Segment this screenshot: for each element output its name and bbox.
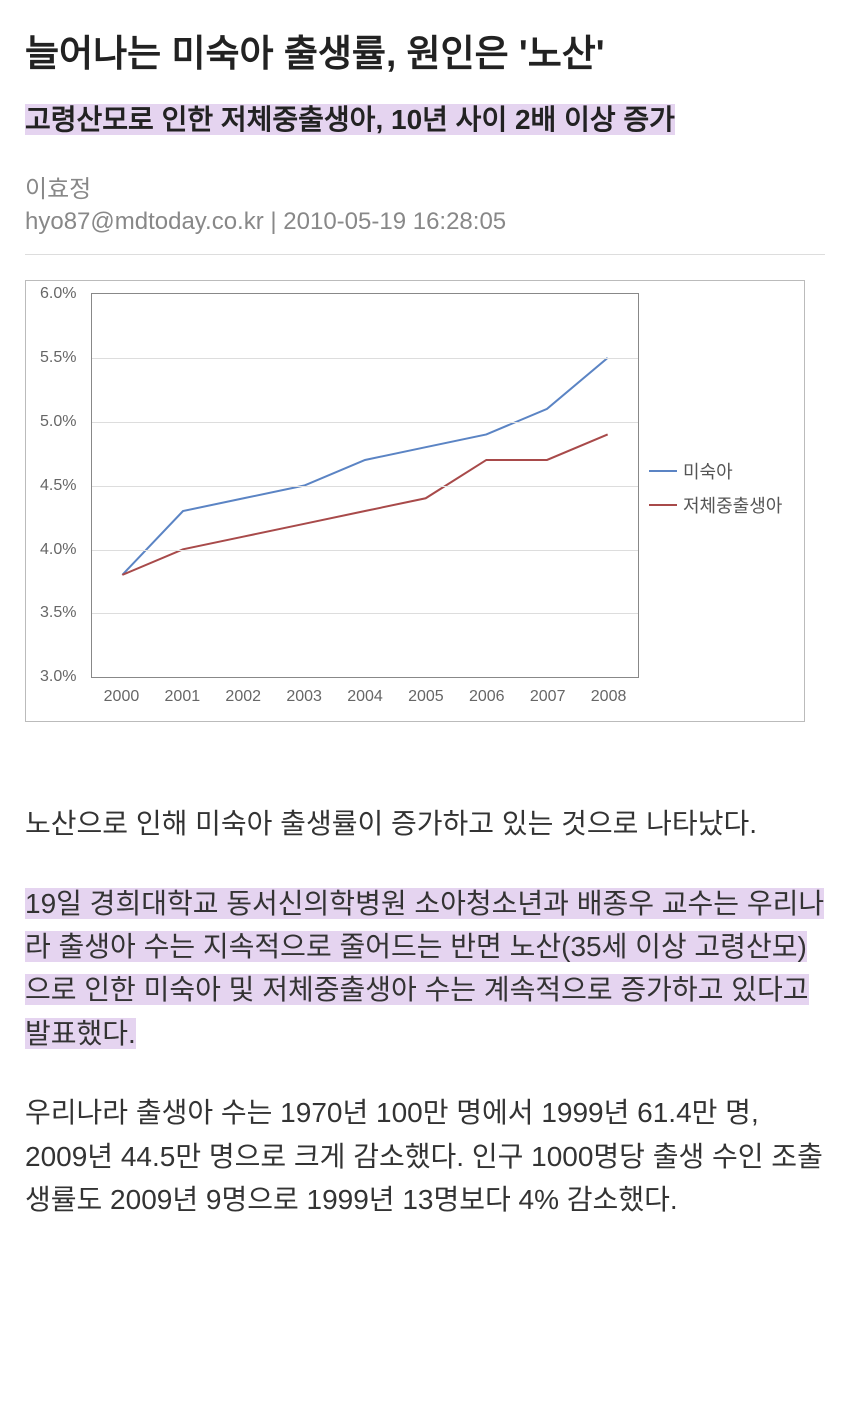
- y-tick-label: 4.0%: [40, 541, 76, 559]
- body-paragraph: 우리나라 출생아 수는 1970년 100만 명에서 1999년 61.4만 명…: [25, 1091, 825, 1221]
- chart-series-line: [122, 358, 607, 575]
- publish-datetime: 2010-05-19 16:28:05: [283, 208, 506, 235]
- legend-label: 미숙아: [683, 458, 733, 484]
- grid-line: [92, 486, 638, 487]
- article-subtitle: 고령산모로 인한 저체중출생아, 10년 사이 2배 이상 증가: [25, 104, 675, 135]
- x-tick-label: 2000: [91, 688, 152, 706]
- y-tick-label: 5.5%: [40, 349, 76, 367]
- y-tick-label: 3.0%: [40, 668, 76, 686]
- meta-separator: |: [270, 208, 283, 235]
- y-tick-label: 3.5%: [40, 604, 76, 622]
- grid-line: [92, 422, 638, 423]
- x-tick-label: 2001: [152, 688, 213, 706]
- x-tick-label: 2004: [335, 688, 396, 706]
- x-tick-label: 2005: [395, 688, 456, 706]
- x-tick-label: 2002: [213, 688, 274, 706]
- chart-plot: 3.0%3.5%4.0%4.5%5.0%5.5%6.0% 20002001200…: [36, 293, 639, 706]
- plot-area: 3.0%3.5%4.0%4.5%5.0%5.5%6.0%: [91, 293, 639, 678]
- legend-item: 저체중출생아: [649, 492, 794, 518]
- x-tick-label: 2007: [517, 688, 578, 706]
- chart-legend: 미숙아저체중출생아: [639, 293, 794, 706]
- grid-line: [92, 358, 638, 359]
- legend-swatch: [649, 470, 677, 472]
- body-paragraph: 19일 경희대학교 동서신의학병원 소아청소년과 배종우 교수는 우리나라 출생…: [25, 882, 825, 1056]
- article-title: 늘어나는 미숙아 출생률, 원인은 '노산': [25, 30, 825, 78]
- x-tick-label: 2006: [456, 688, 517, 706]
- y-tick-label: 5.0%: [40, 413, 76, 431]
- x-tick-label: 2008: [578, 688, 639, 706]
- chart-container: 3.0%3.5%4.0%4.5%5.0%5.5%6.0% 20002001200…: [25, 280, 805, 722]
- grid-line: [92, 550, 638, 551]
- author-name: 이효정: [25, 169, 825, 204]
- legend-label: 저체중출생아: [683, 492, 782, 518]
- article-body: 노산으로 인해 미숙아 출생률이 증가하고 있는 것으로 나타났다. 19일 경희…: [25, 802, 825, 1221]
- body-paragraph: 노산으로 인해 미숙아 출생률이 증가하고 있는 것으로 나타났다.: [25, 802, 825, 845]
- x-tick-label: 2003: [274, 688, 335, 706]
- chart-series-line: [122, 435, 607, 575]
- author-email: hyo87@mdtoday.co.kr: [25, 208, 264, 235]
- article-meta: hyo87@mdtoday.co.kr | 2010-05-19 16:28:0…: [25, 208, 825, 236]
- highlighted-text: 19일 경희대학교 동서신의학병원 소아청소년과 배종우 교수는 우리나라 출생…: [25, 888, 824, 1049]
- legend-item: 미숙아: [649, 458, 794, 484]
- grid-line: [92, 613, 638, 614]
- y-tick-label: 6.0%: [40, 285, 76, 303]
- y-tick-label: 4.5%: [40, 477, 76, 495]
- header-divider: [25, 254, 825, 255]
- legend-swatch: [649, 504, 677, 506]
- x-axis: 200020012002200320042005200620072008: [36, 678, 639, 706]
